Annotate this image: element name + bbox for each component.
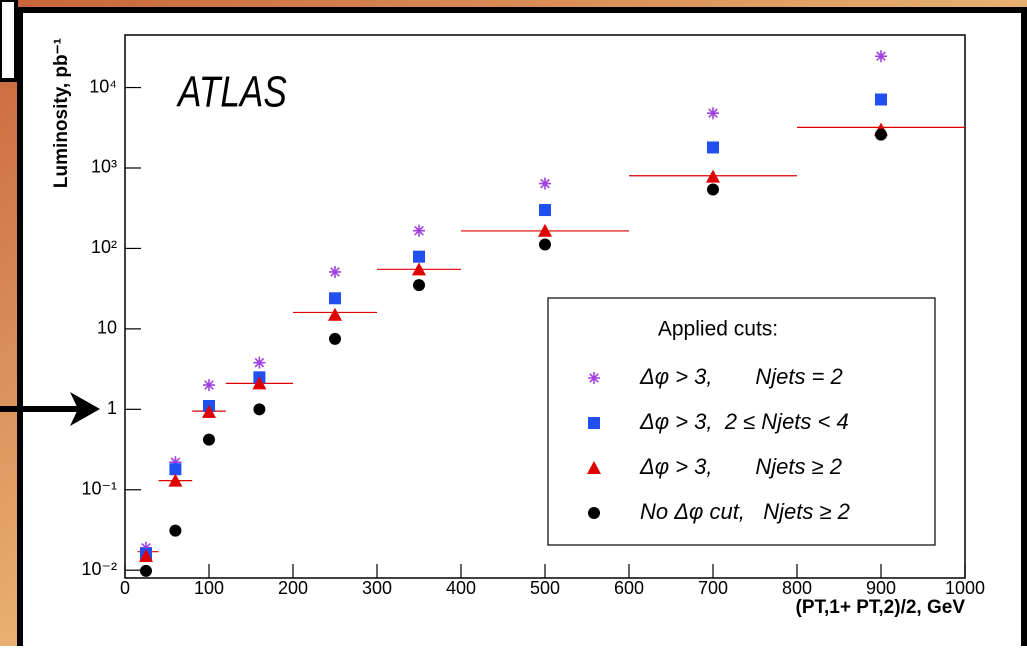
marker xyxy=(412,262,426,276)
y-tick-label: 10² xyxy=(91,237,117,257)
legend: Applied cuts: Δφ > 3, Njets = 2 Δφ > 3, 2 … xyxy=(547,297,936,546)
marker xyxy=(139,549,153,563)
marker xyxy=(140,564,152,577)
marker xyxy=(588,372,600,384)
marker xyxy=(706,169,720,183)
marker xyxy=(168,473,183,487)
x-tick-label: 500 xyxy=(530,578,560,598)
marker xyxy=(329,265,341,278)
arrow-head xyxy=(70,392,100,426)
y-tick-label: 10 xyxy=(97,318,117,338)
x-tick-label: 700 xyxy=(698,578,728,598)
x-tick-label: 400 xyxy=(446,578,476,598)
marker xyxy=(538,223,552,237)
plot: 0 100 200 300 400 500 600 700 800 900 1000 10⁻² 10⁻¹… xyxy=(81,50,985,598)
marker xyxy=(539,204,551,217)
marker xyxy=(169,524,182,537)
y-tick-label: 10⁻¹ xyxy=(81,479,117,499)
marker xyxy=(203,433,215,446)
y-tick-label: 10⁴ xyxy=(89,76,117,96)
marker xyxy=(588,417,600,429)
marker xyxy=(875,50,887,63)
x-tick-label: 200 xyxy=(278,578,308,598)
x-tick-label: 300 xyxy=(362,578,392,598)
marker xyxy=(413,279,425,292)
y-tick-label: 10⁻² xyxy=(81,559,117,579)
x-tick-label: 800 xyxy=(782,578,812,598)
marker xyxy=(169,456,182,469)
legend-box xyxy=(547,297,936,546)
legend-entry: Δφ > 3, 2 ≤ Njets < 4 xyxy=(639,409,849,434)
frame-fragment xyxy=(0,0,18,82)
marker xyxy=(707,141,719,154)
marker xyxy=(140,541,152,554)
x-axis-label: (PT,1+ PT,2)/2, GeV xyxy=(796,597,966,618)
legend-entry: Δφ > 3, Njets = 2 xyxy=(639,364,843,389)
marker xyxy=(413,250,425,263)
y-tick-label: 1 xyxy=(107,398,117,418)
atlas-label: ATLAS xyxy=(176,68,287,117)
x-tick-label: 1000 xyxy=(945,578,985,598)
marker xyxy=(875,93,887,106)
x-tick-label: 0 xyxy=(120,578,130,598)
legend-entry: No Δφ cut, Njets ≥ 2 xyxy=(640,499,850,524)
marker xyxy=(202,404,216,418)
marker xyxy=(169,463,182,476)
marker xyxy=(328,307,342,321)
marker xyxy=(253,403,266,416)
legend-entry: Δφ > 3, Njets ≥ 2 xyxy=(639,454,842,479)
x-tick-label: 100 xyxy=(194,578,224,598)
marker xyxy=(539,238,551,251)
marker xyxy=(539,177,551,190)
marker xyxy=(707,183,719,196)
marker xyxy=(587,461,601,474)
marker xyxy=(253,356,266,369)
marker xyxy=(707,107,719,120)
marker xyxy=(329,332,341,345)
y-axis-label: Luminosity, pb⁻¹ xyxy=(51,38,72,188)
marker xyxy=(203,379,215,392)
x-tick-label: 600 xyxy=(614,578,644,598)
marker xyxy=(875,128,887,141)
marker xyxy=(413,224,425,237)
marker xyxy=(252,376,267,390)
legend-title: Applied cuts: xyxy=(658,318,778,341)
x-tick-label: 900 xyxy=(866,578,896,598)
y-tick-label: 10³ xyxy=(91,157,117,177)
marker xyxy=(329,292,341,305)
marker xyxy=(588,507,600,519)
